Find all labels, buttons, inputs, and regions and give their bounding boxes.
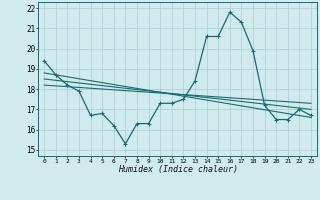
X-axis label: Humidex (Indice chaleur): Humidex (Indice chaleur) (118, 165, 238, 174)
